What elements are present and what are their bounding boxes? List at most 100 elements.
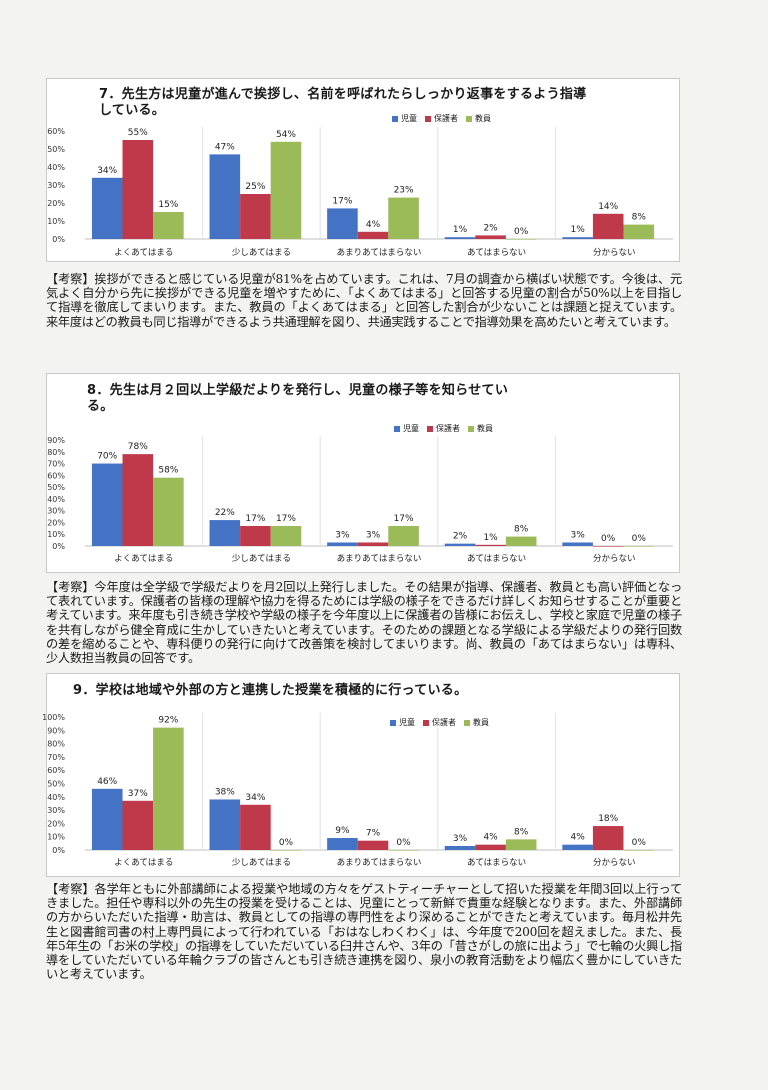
bar-保護者-よくあてはまる — [122, 140, 154, 239]
data-label: 78% — [128, 442, 148, 452]
legend-item: 保護者 — [425, 113, 458, 124]
bar-児童-あまりあてはまらない — [327, 542, 358, 546]
bar-教員-分からない — [623, 224, 655, 239]
data-label: 2% — [483, 223, 498, 233]
bar-教員-あまりあてはまらない — [388, 197, 419, 239]
category-label: あまりあてはまらない — [337, 248, 422, 258]
bar-教員-あてはまらない — [505, 239, 537, 240]
bar-教員-少しあてはまる — [270, 850, 302, 851]
legend-label: 児童 — [403, 424, 419, 433]
category-label: あまりあてはまらない — [337, 554, 422, 564]
data-label: 22% — [215, 508, 235, 518]
data-label: 1% — [570, 225, 585, 235]
legend-item: 児童 — [394, 423, 419, 434]
bar-保護者-よくあてはまる — [122, 800, 154, 850]
y-tick-label: 60% — [47, 471, 65, 480]
data-label: 17% — [332, 196, 352, 206]
data-label: 8% — [514, 827, 529, 837]
y-tick-label: 80% — [47, 740, 65, 749]
data-label: 2% — [453, 532, 468, 542]
bar-児童-分からない — [562, 844, 593, 850]
bar-児童-あてはまらない — [444, 237, 476, 239]
bar-教員-あまりあてはまらない — [388, 850, 419, 851]
data-label: 1% — [453, 225, 468, 235]
comment-8-head: 【考察】 — [46, 580, 95, 594]
y-tick-label: 80% — [47, 448, 65, 457]
data-label: 23% — [394, 186, 414, 196]
y-tick-label: 10% — [47, 530, 65, 539]
category-label: あまりあてはまらない — [337, 858, 422, 868]
chart-7-legend: 児童 保護者 教員 — [392, 113, 491, 124]
legend-swatch-green — [468, 425, 474, 432]
bar-児童-よくあてはまる — [91, 788, 123, 850]
bar-教員-少しあてはまる — [270, 141, 302, 239]
data-label: 55% — [128, 128, 148, 138]
data-label: 4% — [366, 220, 381, 230]
bar-保護者-少しあてはまる — [240, 194, 271, 239]
legend-label: 保護者 — [434, 114, 458, 123]
legend-swatch-blue — [392, 115, 398, 122]
legend-label: 保護者 — [436, 424, 460, 433]
data-label: 7% — [366, 829, 381, 839]
data-label: 38% — [215, 787, 235, 797]
y-tick-label: 100% — [42, 713, 65, 722]
y-tick-label: 90% — [47, 436, 65, 445]
category-label: あてはまらない — [467, 248, 526, 258]
legend-swatch-blue — [390, 719, 396, 726]
bar-教員-よくあてはまる — [153, 212, 184, 239]
comment-7: 【考察】挨拶ができると感じている児童が81%を占めています。これは、7月の調査か… — [46, 272, 682, 329]
bar-保護者-あまりあてはまらない — [357, 840, 389, 850]
chart-9-panel: 9．学校は地域や外部の方と連携した授業を積極的に行っている。 児童 保護者 教員… — [42, 673, 680, 877]
data-label: 14% — [598, 202, 618, 212]
bar-児童-分からない — [562, 237, 593, 239]
bar-保護者-あまりあてはまらない — [357, 231, 389, 239]
bar-児童-よくあてはまる — [91, 177, 123, 239]
bar-教員-分からない — [623, 546, 655, 547]
bar-保護者-少しあてはまる — [240, 525, 271, 546]
y-tick-label: 40% — [47, 163, 65, 172]
data-label: 3% — [453, 834, 468, 844]
data-label: 0% — [396, 838, 411, 848]
data-label: 0% — [632, 534, 647, 544]
category-label: あてはまらない — [467, 858, 526, 868]
chart-9-title-line-1: 9．学校は地域や外部の方と連携した授業を積極的に行っている。 — [73, 683, 468, 698]
y-tick-label: 20% — [47, 199, 65, 208]
data-label: 15% — [158, 200, 178, 210]
bar-児童-あまりあてはまらない — [327, 208, 358, 239]
y-tick-label: 30% — [47, 806, 65, 815]
legend-label: 保護者 — [432, 718, 456, 727]
y-tick-label: 60% — [47, 127, 65, 136]
category-label: よくあてはまる — [114, 554, 173, 564]
bar-保護者-分からない — [592, 546, 624, 547]
data-label: 34% — [97, 166, 117, 176]
data-label: 0% — [514, 227, 529, 237]
category-label: 少しあてはまる — [232, 248, 291, 258]
data-label: 3% — [335, 530, 350, 540]
data-label: 0% — [632, 838, 647, 848]
y-tick-label: 0% — [52, 846, 65, 855]
comment-9-head: 【考察】 — [46, 882, 95, 896]
data-label: 9% — [335, 826, 350, 836]
bar-児童-少しあてはまる — [209, 520, 241, 546]
comment-8-body: 今年度は全学級で学級だよりを月2回以上発行しました。その結果が指導、保護者、教員… — [46, 580, 683, 666]
bar-児童-あまりあてはまらない — [327, 838, 358, 850]
data-label: 46% — [97, 777, 117, 787]
y-tick-label: 40% — [47, 495, 65, 504]
data-label: 17% — [276, 514, 296, 524]
data-label: 3% — [570, 530, 585, 540]
y-tick-label: 20% — [47, 518, 65, 527]
data-label: 3% — [366, 530, 381, 540]
data-label: 0% — [279, 838, 294, 848]
legend-label: 教員 — [475, 114, 491, 123]
category-label: あてはまらない — [467, 554, 526, 564]
chart-7-title-line-1: 7．先生方は児童が進んで挨拶し、名前を呼ばれたらしっかり返事をするよう指導 — [99, 87, 587, 102]
data-label: 34% — [245, 793, 265, 803]
comment-7-head: 【考察】 — [46, 272, 95, 286]
bar-児童-あてはまらない — [444, 846, 476, 850]
bar-児童-少しあてはまる — [209, 799, 241, 850]
data-label: 92% — [158, 716, 178, 726]
legend-label: 児童 — [399, 718, 415, 727]
data-label: 17% — [394, 514, 414, 524]
legend-swatch-red — [427, 425, 433, 432]
data-label: 18% — [598, 814, 618, 824]
